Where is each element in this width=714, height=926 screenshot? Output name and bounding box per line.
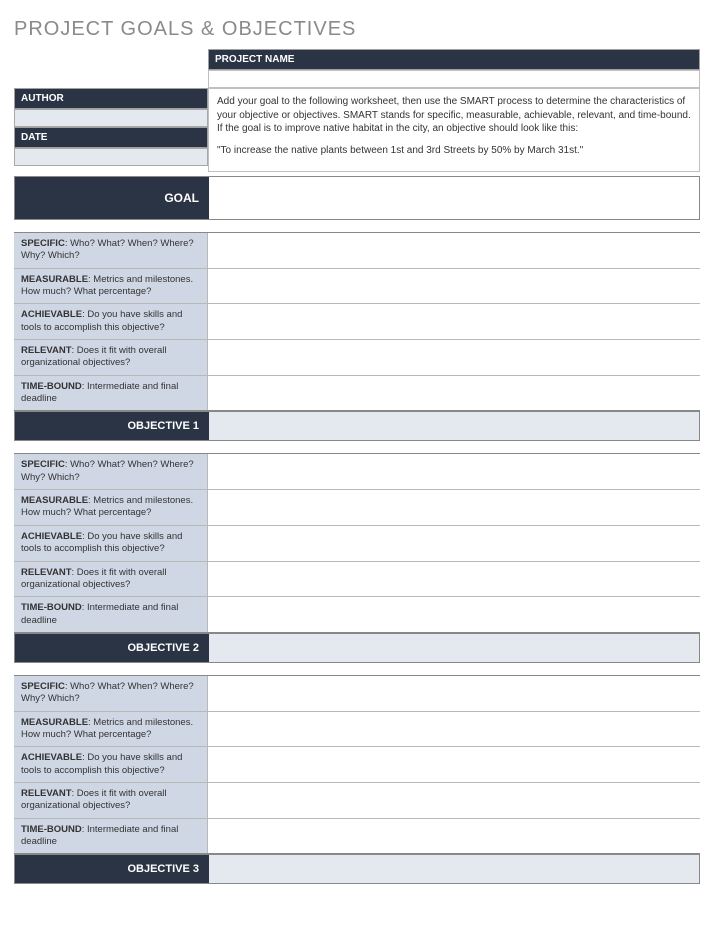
goal-label: GOAL — [15, 177, 209, 219]
smart-label-specific: SPECIFIC: Who? What? When? Where? Why? W… — [14, 676, 208, 711]
smart-label-time-bound: TIME-BOUND: Intermediate and final deadl… — [14, 819, 208, 854]
smart-input-achievable[interactable] — [208, 526, 700, 561]
smart-input-measurable[interactable] — [208, 490, 700, 525]
description-p1: Add your goal to the following worksheet… — [217, 95, 691, 136]
objective-input[interactable] — [209, 412, 699, 440]
date-label: DATE — [14, 127, 208, 148]
smart-label-relevant: RELEVANT: Does it fit with overall organ… — [14, 783, 208, 818]
smart-label-measurable: MEASURABLE: Metrics and milestones. How … — [14, 712, 208, 747]
project-name-label: PROJECT NAME — [208, 49, 700, 70]
date-input[interactable] — [14, 148, 208, 166]
smart-row: TIME-BOUND: Intermediate and final deadl… — [14, 376, 700, 411]
objective-label: OBJECTIVE 3 — [15, 855, 209, 883]
smart-block: SPECIFIC: Who? What? When? Where? Why? W… — [14, 232, 700, 411]
smart-row: RELEVANT: Does it fit with overall organ… — [14, 340, 700, 376]
smart-input-achievable[interactable] — [208, 304, 700, 339]
smart-input-time-bound[interactable] — [208, 597, 700, 632]
smart-input-specific[interactable] — [208, 233, 700, 268]
smart-row: RELEVANT: Does it fit with overall organ… — [14, 562, 700, 598]
author-input[interactable] — [14, 109, 208, 127]
objective-row: OBJECTIVE 3 — [14, 854, 700, 884]
smart-label-achievable: ACHIEVABLE: Do you have skills and tools… — [14, 747, 208, 782]
smart-block: SPECIFIC: Who? What? When? Where? Why? W… — [14, 675, 700, 854]
objective-input[interactable] — [209, 634, 699, 662]
description-p2: "To increase the native plants between 1… — [217, 144, 691, 158]
smart-input-time-bound[interactable] — [208, 819, 700, 854]
smart-row: MEASURABLE: Metrics and milestones. How … — [14, 269, 700, 305]
objective-row: OBJECTIVE 1 — [14, 411, 700, 441]
description-text: Add your goal to the following worksheet… — [208, 88, 700, 172]
smart-row: TIME-BOUND: Intermediate and final deadl… — [14, 819, 700, 854]
page-title: PROJECT GOALS & OBJECTIVES — [14, 18, 700, 41]
smart-input-time-bound[interactable] — [208, 376, 700, 411]
objective-label: OBJECTIVE 2 — [15, 634, 209, 662]
header-grid: PROJECT NAME AUTHOR DATE Add your goal t… — [14, 49, 700, 172]
smart-row: ACHIEVABLE: Do you have skills and tools… — [14, 526, 700, 562]
goal-row: GOAL — [14, 176, 700, 220]
smart-input-relevant[interactable] — [208, 783, 700, 818]
smart-label-achievable: ACHIEVABLE: Do you have skills and tools… — [14, 526, 208, 561]
objective-input[interactable] — [209, 855, 699, 883]
smart-row: MEASURABLE: Metrics and milestones. How … — [14, 490, 700, 526]
smart-label-specific: SPECIFIC: Who? What? When? Where? Why? W… — [14, 454, 208, 489]
smart-label-relevant: RELEVANT: Does it fit with overall organ… — [14, 562, 208, 597]
smart-row: SPECIFIC: Who? What? When? Where? Why? W… — [14, 454, 700, 490]
smart-input-relevant[interactable] — [208, 340, 700, 375]
smart-input-relevant[interactable] — [208, 562, 700, 597]
blank-cell — [14, 49, 208, 70]
smart-row: MEASURABLE: Metrics and milestones. How … — [14, 712, 700, 748]
smart-label-measurable: MEASURABLE: Metrics and milestones. How … — [14, 269, 208, 304]
smart-input-specific[interactable] — [208, 454, 700, 489]
smart-row: RELEVANT: Does it fit with overall organ… — [14, 783, 700, 819]
blank-cell — [14, 70, 208, 88]
smart-row: TIME-BOUND: Intermediate and final deadl… — [14, 597, 700, 632]
smart-label-relevant: RELEVANT: Does it fit with overall organ… — [14, 340, 208, 375]
smart-label-achievable: ACHIEVABLE: Do you have skills and tools… — [14, 304, 208, 339]
project-name-input[interactable] — [208, 70, 700, 88]
smart-input-specific[interactable] — [208, 676, 700, 711]
smart-label-time-bound: TIME-BOUND: Intermediate and final deadl… — [14, 376, 208, 411]
smart-input-measurable[interactable] — [208, 269, 700, 304]
smart-row: ACHIEVABLE: Do you have skills and tools… — [14, 747, 700, 783]
smart-row: ACHIEVABLE: Do you have skills and tools… — [14, 304, 700, 340]
objective-label: OBJECTIVE 1 — [15, 412, 209, 440]
smart-label-specific: SPECIFIC: Who? What? When? Where? Why? W… — [14, 233, 208, 268]
author-label: AUTHOR — [14, 88, 208, 109]
smart-label-measurable: MEASURABLE: Metrics and milestones. How … — [14, 490, 208, 525]
smart-block: SPECIFIC: Who? What? When? Where? Why? W… — [14, 453, 700, 632]
smart-row: SPECIFIC: Who? What? When? Where? Why? W… — [14, 676, 700, 712]
smart-row: SPECIFIC: Who? What? When? Where? Why? W… — [14, 233, 700, 269]
smart-input-achievable[interactable] — [208, 747, 700, 782]
smart-input-measurable[interactable] — [208, 712, 700, 747]
goal-input[interactable] — [209, 177, 699, 219]
objective-row: OBJECTIVE 2 — [14, 633, 700, 663]
smart-label-time-bound: TIME-BOUND: Intermediate and final deadl… — [14, 597, 208, 632]
